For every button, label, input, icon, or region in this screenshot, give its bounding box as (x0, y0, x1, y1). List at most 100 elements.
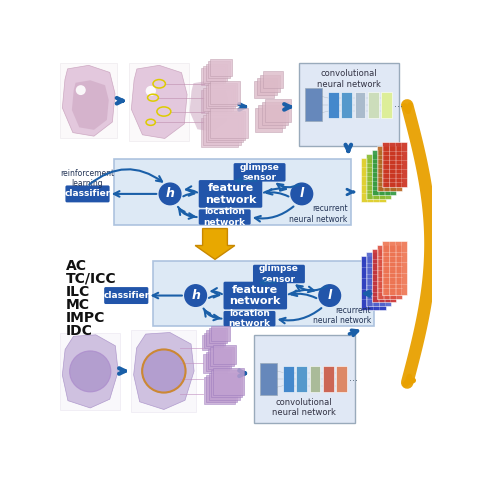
Text: glimpse
sensor: glimpse sensor (240, 163, 279, 182)
Bar (208, 111, 245, 140)
Bar (204, 332, 223, 348)
Bar (114, 159, 350, 225)
Text: ILC: ILC (66, 284, 90, 299)
FancyBboxPatch shape (253, 265, 305, 283)
Bar (201, 69, 223, 85)
Bar (366, 154, 391, 199)
Bar (260, 74, 280, 92)
FancyBboxPatch shape (224, 282, 287, 310)
Bar (323, 366, 334, 392)
Bar (296, 366, 307, 392)
Bar (377, 146, 402, 191)
Text: convolutional
neural network: convolutional neural network (272, 398, 336, 417)
Bar (206, 330, 225, 346)
Bar (254, 335, 355, 423)
Bar (372, 248, 396, 303)
Circle shape (70, 351, 111, 392)
Polygon shape (62, 65, 115, 136)
Bar (204, 115, 240, 144)
FancyBboxPatch shape (234, 163, 286, 181)
Bar (129, 63, 190, 141)
Bar (210, 108, 248, 138)
Text: ...: ... (349, 373, 358, 384)
Bar (254, 81, 274, 98)
Bar (209, 373, 240, 399)
Text: classifier: classifier (103, 291, 149, 300)
Circle shape (291, 183, 312, 205)
Bar (383, 241, 407, 295)
Text: h: h (191, 289, 200, 302)
Bar (355, 92, 365, 118)
Bar (208, 350, 231, 369)
Bar (204, 377, 235, 404)
Bar (213, 345, 236, 364)
FancyBboxPatch shape (199, 210, 251, 225)
Text: reinforcement
learning: reinforcement learning (60, 169, 114, 188)
Polygon shape (190, 80, 228, 132)
Text: glimpse
sensor: glimpse sensor (259, 264, 299, 283)
Text: TC/ICC: TC/ICC (66, 272, 117, 285)
Bar (255, 108, 282, 132)
Bar (204, 88, 233, 111)
Bar (360, 256, 385, 310)
Polygon shape (72, 80, 109, 130)
Bar (206, 113, 243, 142)
Text: feature
network: feature network (205, 183, 256, 205)
Text: feature
network: feature network (229, 285, 281, 306)
Bar (360, 158, 385, 203)
Bar (210, 347, 234, 366)
Bar (201, 90, 230, 113)
Bar (206, 352, 229, 371)
Bar (262, 102, 288, 125)
Text: recurrent
neural network: recurrent neural network (312, 306, 371, 325)
Circle shape (145, 86, 156, 96)
Bar (366, 252, 391, 306)
Bar (263, 71, 283, 88)
Bar (372, 150, 396, 195)
Bar (368, 92, 379, 118)
Circle shape (185, 285, 206, 306)
Bar (209, 328, 228, 343)
Text: location
network: location network (228, 309, 271, 328)
Text: IDC: IDC (66, 324, 93, 338)
Bar (377, 245, 402, 299)
Bar (201, 118, 238, 147)
Bar (60, 332, 120, 410)
Bar (210, 59, 232, 76)
FancyBboxPatch shape (224, 311, 276, 326)
Bar (336, 366, 347, 392)
Text: AC: AC (66, 258, 87, 273)
Bar (328, 92, 339, 118)
Polygon shape (132, 65, 187, 139)
Bar (381, 92, 392, 118)
Circle shape (142, 350, 186, 392)
Bar (204, 66, 225, 83)
Circle shape (76, 85, 86, 95)
Bar (206, 85, 235, 108)
Bar (202, 335, 220, 350)
Bar (208, 83, 238, 106)
Bar (305, 88, 322, 121)
Bar (383, 142, 407, 187)
Text: l: l (327, 289, 332, 302)
Text: ...: ... (394, 99, 403, 109)
Bar (210, 81, 240, 104)
Bar (208, 62, 230, 78)
Text: recurrent
neural network: recurrent neural network (289, 204, 348, 224)
Bar (258, 106, 285, 129)
Text: MC: MC (66, 298, 90, 312)
Bar (206, 375, 238, 402)
FancyBboxPatch shape (199, 180, 262, 208)
Text: IMPC: IMPC (66, 311, 106, 325)
Text: location
network: location network (204, 208, 246, 227)
Text: h: h (166, 187, 175, 201)
Bar (214, 368, 244, 395)
Bar (299, 63, 399, 146)
Bar (206, 64, 228, 81)
Circle shape (159, 183, 181, 205)
Bar (260, 363, 277, 395)
Bar (153, 261, 374, 326)
Bar (310, 366, 321, 392)
Polygon shape (133, 332, 194, 410)
FancyBboxPatch shape (104, 287, 148, 304)
